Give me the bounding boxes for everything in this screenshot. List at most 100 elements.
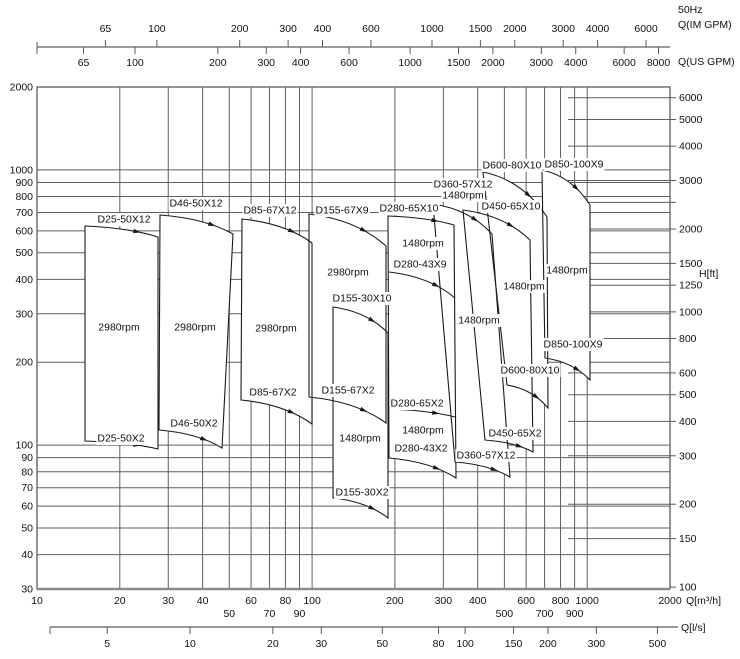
tick-label-q-10: 10 xyxy=(31,595,43,607)
envelope-label-backing xyxy=(502,280,546,293)
tick-label-hft-800: 800 xyxy=(679,333,697,345)
envelope-D46-50 xyxy=(158,214,234,449)
envelope-label-backing xyxy=(393,442,449,455)
tick-label-q-900: 900 xyxy=(566,608,584,620)
tick-label-us-1500: 1500 xyxy=(447,57,471,69)
tick-label-hm-80: 80 xyxy=(21,466,33,478)
envelope-label-D850-100-1: 1480rpm xyxy=(546,265,588,277)
tick-label-hm-70: 70 xyxy=(21,482,33,494)
tick-label-hm-1000: 1000 xyxy=(10,164,34,176)
envelope-label-D450-65-1: D450-65X2 xyxy=(488,428,541,440)
tick-label-hm-500: 500 xyxy=(15,247,33,259)
tick-label-ls-10: 10 xyxy=(184,638,196,650)
tick-label-hft-600: 600 xyxy=(679,367,697,379)
tick-label-q-200: 200 xyxy=(386,595,404,607)
envelope-D85-67-bottom-arrow-icon xyxy=(287,408,296,414)
tick-label-q-90: 90 xyxy=(294,608,306,620)
envelope-label-D280-1: 1480rpm xyxy=(402,238,444,250)
D280-65X2-curve-arrow-icon xyxy=(431,410,440,415)
tick-label-ls-30: 30 xyxy=(315,638,327,650)
tick-label-hft-1250: 1250 xyxy=(679,280,703,292)
envelope-label-D155-30-2: D155-30X2 xyxy=(335,487,388,499)
envelope-D85-67 xyxy=(240,218,313,426)
envelope-D450-65-bottom-arrow-icon xyxy=(515,443,524,448)
tick-label-hft-200: 200 xyxy=(679,499,697,511)
envelope-label-D155-67-0: D155-67X9 xyxy=(315,205,368,217)
envelope-label-D25-50-1: 2980rpm xyxy=(98,322,140,334)
tick-label-q-1000: 1000 xyxy=(576,595,600,607)
envelope-label-backing xyxy=(248,386,298,399)
tick-label-us-400: 400 xyxy=(292,57,310,69)
tick-label-q-60: 60 xyxy=(245,595,257,607)
right-axis-title: H[ft] xyxy=(699,268,718,280)
tick-label-hm-800: 800 xyxy=(15,191,33,203)
tick-label-us-4000: 4000 xyxy=(564,57,588,69)
envelope-label-D85-67-1: 2980rpm xyxy=(255,323,297,335)
tick-label-q-400: 400 xyxy=(469,595,487,607)
tick-label-us-100: 100 xyxy=(126,57,144,69)
envelope-label-D280-5: D280-43X2 xyxy=(394,443,447,455)
envelope-D155-67-top-arrow-icon xyxy=(359,226,368,233)
envelope-label-backing xyxy=(314,204,370,217)
tick-label-us-65: 65 xyxy=(78,57,90,69)
envelope-label-D85-67-0: D85-67X12 xyxy=(243,205,296,217)
envelope-fill-D25-50 xyxy=(85,226,158,449)
tick-label-im-1000: 1000 xyxy=(420,23,444,35)
tick-label-hm-60: 60 xyxy=(21,501,33,513)
envelope-label-backing xyxy=(545,264,589,277)
tick-label-hm-900: 900 xyxy=(15,177,33,189)
tick-label-hm-90: 90 xyxy=(21,452,33,464)
envelope-label-D280-3: D280-65X2 xyxy=(390,398,443,410)
envelope-D450-65-top-arrow-icon xyxy=(506,221,515,228)
envelope-label-backing xyxy=(96,432,146,445)
envelope-label-D25-50-0: D25-50X12 xyxy=(97,214,150,226)
tick-label-hft-100: 100 xyxy=(679,582,697,594)
D280-43X9-curve-arrow-icon xyxy=(431,281,440,288)
tick-label-im-4000: 4000 xyxy=(586,23,610,35)
tick-label-hft-400: 400 xyxy=(679,416,697,428)
envelope-label-backing xyxy=(432,178,494,191)
envelope-label-D600-80-2: D600-80X10 xyxy=(501,365,560,377)
envelope-label-D600-80-1: 1480rpm xyxy=(503,281,545,293)
envelope-label-D450-65-0: D450-65X10 xyxy=(482,201,541,213)
envelope-label-D360-57-3: D360-57X12 xyxy=(457,450,516,462)
envelope-label-backing xyxy=(499,364,561,377)
envelope-D600-80 xyxy=(482,171,549,410)
envelope-label-D280-2: D280-43X9 xyxy=(393,259,446,271)
envelope-D280 xyxy=(387,215,457,480)
envelope-D155-30-bottom-arrow-icon xyxy=(368,504,376,510)
tick-label-ls-20: 20 xyxy=(267,638,279,650)
tick-label-hm-200: 200 xyxy=(15,357,33,369)
tick-label-ls-5: 5 xyxy=(104,638,110,650)
envelope-label-D25-50-2: D25-50X2 xyxy=(97,433,144,445)
tick-label-q-500: 500 xyxy=(496,608,514,620)
tick-label-q-80: 80 xyxy=(280,595,292,607)
tick-label-ls-500: 500 xyxy=(649,638,667,650)
envelope-D155-67-bottom-arrow-icon xyxy=(359,406,368,412)
envelope-label-backing xyxy=(334,486,390,499)
envelope-label-D85-67-2: D85-67X2 xyxy=(249,387,296,399)
tick-label-im-600: 600 xyxy=(362,23,380,35)
envelope-label-backing xyxy=(441,189,485,202)
tick-label-im-2000: 2000 xyxy=(503,23,527,35)
tick-label-hft-5000: 5000 xyxy=(679,114,703,126)
envelope-D46-50-bottom-arrow-icon xyxy=(199,435,208,441)
envelope-label-backing xyxy=(457,314,501,327)
tick-label-q-300: 300 xyxy=(435,595,453,607)
ls-axis-title: Q[l/s] xyxy=(681,622,706,634)
tick-label-q-700: 700 xyxy=(536,608,554,620)
envelope-label-D155-30-1: 1480rpm xyxy=(339,433,381,445)
tick-label-hm-2000: 2000 xyxy=(10,82,34,94)
envelope-label-D360-57-1: 1480rpm xyxy=(442,190,484,202)
tick-label-hm-50: 50 xyxy=(21,522,33,534)
tick-label-im-200: 200 xyxy=(231,23,249,35)
tick-label-q-40: 40 xyxy=(197,595,209,607)
envelope-label-backing xyxy=(169,417,219,430)
envelope-D155-30 xyxy=(332,306,389,520)
tick-label-hm-40: 40 xyxy=(21,549,33,561)
envelope-D360-57-bottom-arrow-icon xyxy=(490,466,498,472)
tick-label-q-30: 30 xyxy=(162,595,174,607)
envelope-label-D600-80-0: D600-80X10 xyxy=(483,160,542,172)
envelope-label-D155-67-1: 2980rpm xyxy=(327,267,369,279)
